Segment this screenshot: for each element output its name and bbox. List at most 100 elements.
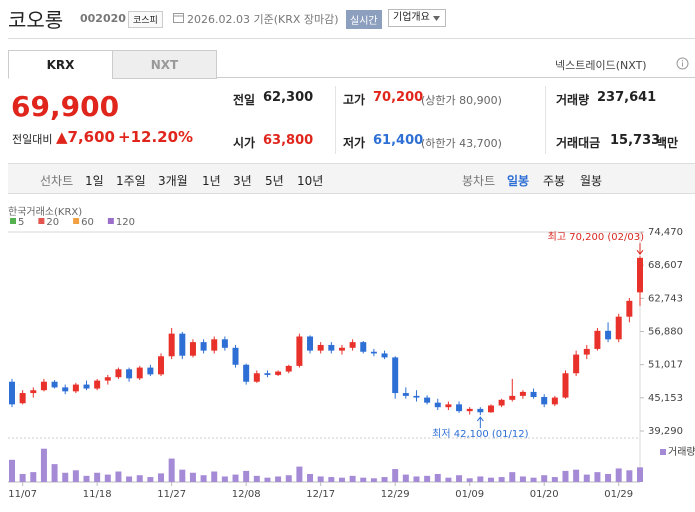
y-tick-label: 56,880: [648, 327, 683, 338]
volume-bar: [179, 469, 186, 482]
volume-bar: [392, 469, 399, 482]
summary-value: 15,733: [610, 133, 661, 148]
volume-legend-swatch: [660, 449, 666, 455]
period-button[interactable]: 1년: [202, 174, 221, 188]
volume-bar: [424, 475, 431, 482]
y-tick-label: 51,017: [648, 360, 683, 371]
candle-body: [285, 365, 292, 372]
candle-body: [232, 347, 239, 365]
volume-bar: [307, 473, 314, 482]
volume-bar: [413, 476, 420, 482]
x-tick-label: 01/29: [604, 489, 633, 500]
volume-bar: [328, 477, 335, 482]
volume-bar: [456, 475, 463, 482]
candle-body: [487, 405, 494, 413]
period-button[interactable]: 3개월: [158, 174, 188, 188]
volume-bar: [317, 476, 324, 482]
volume-bar: [51, 464, 58, 482]
candle-body: [264, 373, 271, 375]
summary-value: 63,800: [263, 133, 314, 148]
summary-value: 62,300: [263, 90, 314, 105]
candle-body: [62, 387, 69, 392]
volume-bar: [594, 472, 601, 482]
candle-body: [328, 344, 335, 351]
tab-krx[interactable]: KRX: [8, 50, 113, 79]
candle-body: [562, 373, 569, 398]
period-button[interactable]: 5년: [265, 174, 284, 188]
candle-body: [243, 364, 250, 382]
candle-period-button[interactable]: 월봉: [580, 174, 603, 188]
candle-body: [519, 391, 526, 396]
y-tick-label: 74,470: [648, 227, 683, 238]
period-button[interactable]: 1일: [85, 174, 104, 188]
candle-body: [360, 342, 367, 352]
candle-period-button[interactable]: 주봉: [543, 174, 566, 188]
volume-bar: [637, 467, 643, 482]
x-tick-label: 12/08: [232, 489, 261, 500]
candle-body: [434, 402, 441, 408]
volume-bar: [211, 471, 218, 482]
candle-period-button[interactable]: 일봉: [507, 174, 530, 188]
candle-body: [94, 380, 101, 389]
volume-bar: [221, 476, 228, 482]
candle-body: [9, 381, 15, 405]
y-tick-label: 45,153: [648, 393, 683, 404]
candle-chart-label: 봉차트: [462, 174, 496, 188]
low-arrow: [476, 416, 484, 429]
volume-bar: [189, 472, 196, 482]
candle-body: [104, 377, 111, 381]
base-date: 2026.02.03 기준(KRX 장마감): [187, 13, 339, 26]
volume-bar: [562, 470, 569, 482]
summary-value: 61,400: [373, 133, 424, 148]
candle-body: [583, 348, 590, 355]
legend-label: 60: [81, 217, 94, 228]
candle-body: [509, 395, 516, 400]
summary-label: 저가: [343, 136, 366, 150]
company-select[interactable]: 기업개요: [388, 9, 446, 27]
period-button[interactable]: 3년: [233, 174, 252, 188]
candle-body: [136, 367, 143, 379]
candle-body: [392, 357, 399, 394]
summary-label: 고가: [343, 93, 366, 107]
volume-bar: [296, 466, 303, 482]
high-annotation: 최고 70,200 (02/03): [548, 231, 644, 243]
volume-bar: [551, 477, 558, 482]
volume-bar: [40, 448, 47, 482]
tab-nxt[interactable]: NXT: [112, 50, 217, 79]
volume-bar: [445, 477, 452, 482]
candle-body: [179, 333, 186, 356]
summary-note: (하한가 43,700): [421, 137, 502, 150]
market-badge: 코스피: [128, 11, 163, 28]
candle-body: [381, 353, 388, 358]
nxt-link[interactable]: 넥스트레이드(NXT): [555, 59, 647, 72]
summary-note: (상한가 80,900): [421, 94, 502, 107]
candle-body: [573, 354, 580, 374]
period-button[interactable]: 1주일: [116, 174, 146, 188]
candle-body: [605, 330, 612, 340]
candle-body: [413, 395, 420, 398]
volume-bar: [243, 470, 250, 482]
volume-bar: [434, 473, 441, 482]
candle-body: [200, 342, 207, 351]
candle-body: [530, 391, 537, 398]
realtime-button[interactable]: 실시간: [346, 10, 382, 29]
change-rate: +12.20%: [118, 128, 194, 146]
volume-bar: [360, 477, 367, 482]
volume-bar: [285, 475, 292, 482]
volume-bar: [530, 477, 537, 482]
toolbar: [8, 163, 695, 194]
separator: [545, 86, 546, 154]
volume-bar: [370, 478, 377, 482]
info-icon[interactable]: [676, 57, 689, 70]
period-button[interactable]: 10년: [297, 174, 324, 188]
volume-bar: [168, 458, 175, 482]
volume-bar: [19, 473, 26, 482]
y-tick-label: 62,743: [648, 293, 683, 304]
volume-bar: [147, 477, 154, 482]
volume-bar: [615, 468, 622, 482]
legend-swatch: [10, 218, 16, 224]
volume-bar: [402, 474, 409, 482]
volume-bar: [605, 473, 612, 482]
candle-body: [466, 408, 473, 412]
